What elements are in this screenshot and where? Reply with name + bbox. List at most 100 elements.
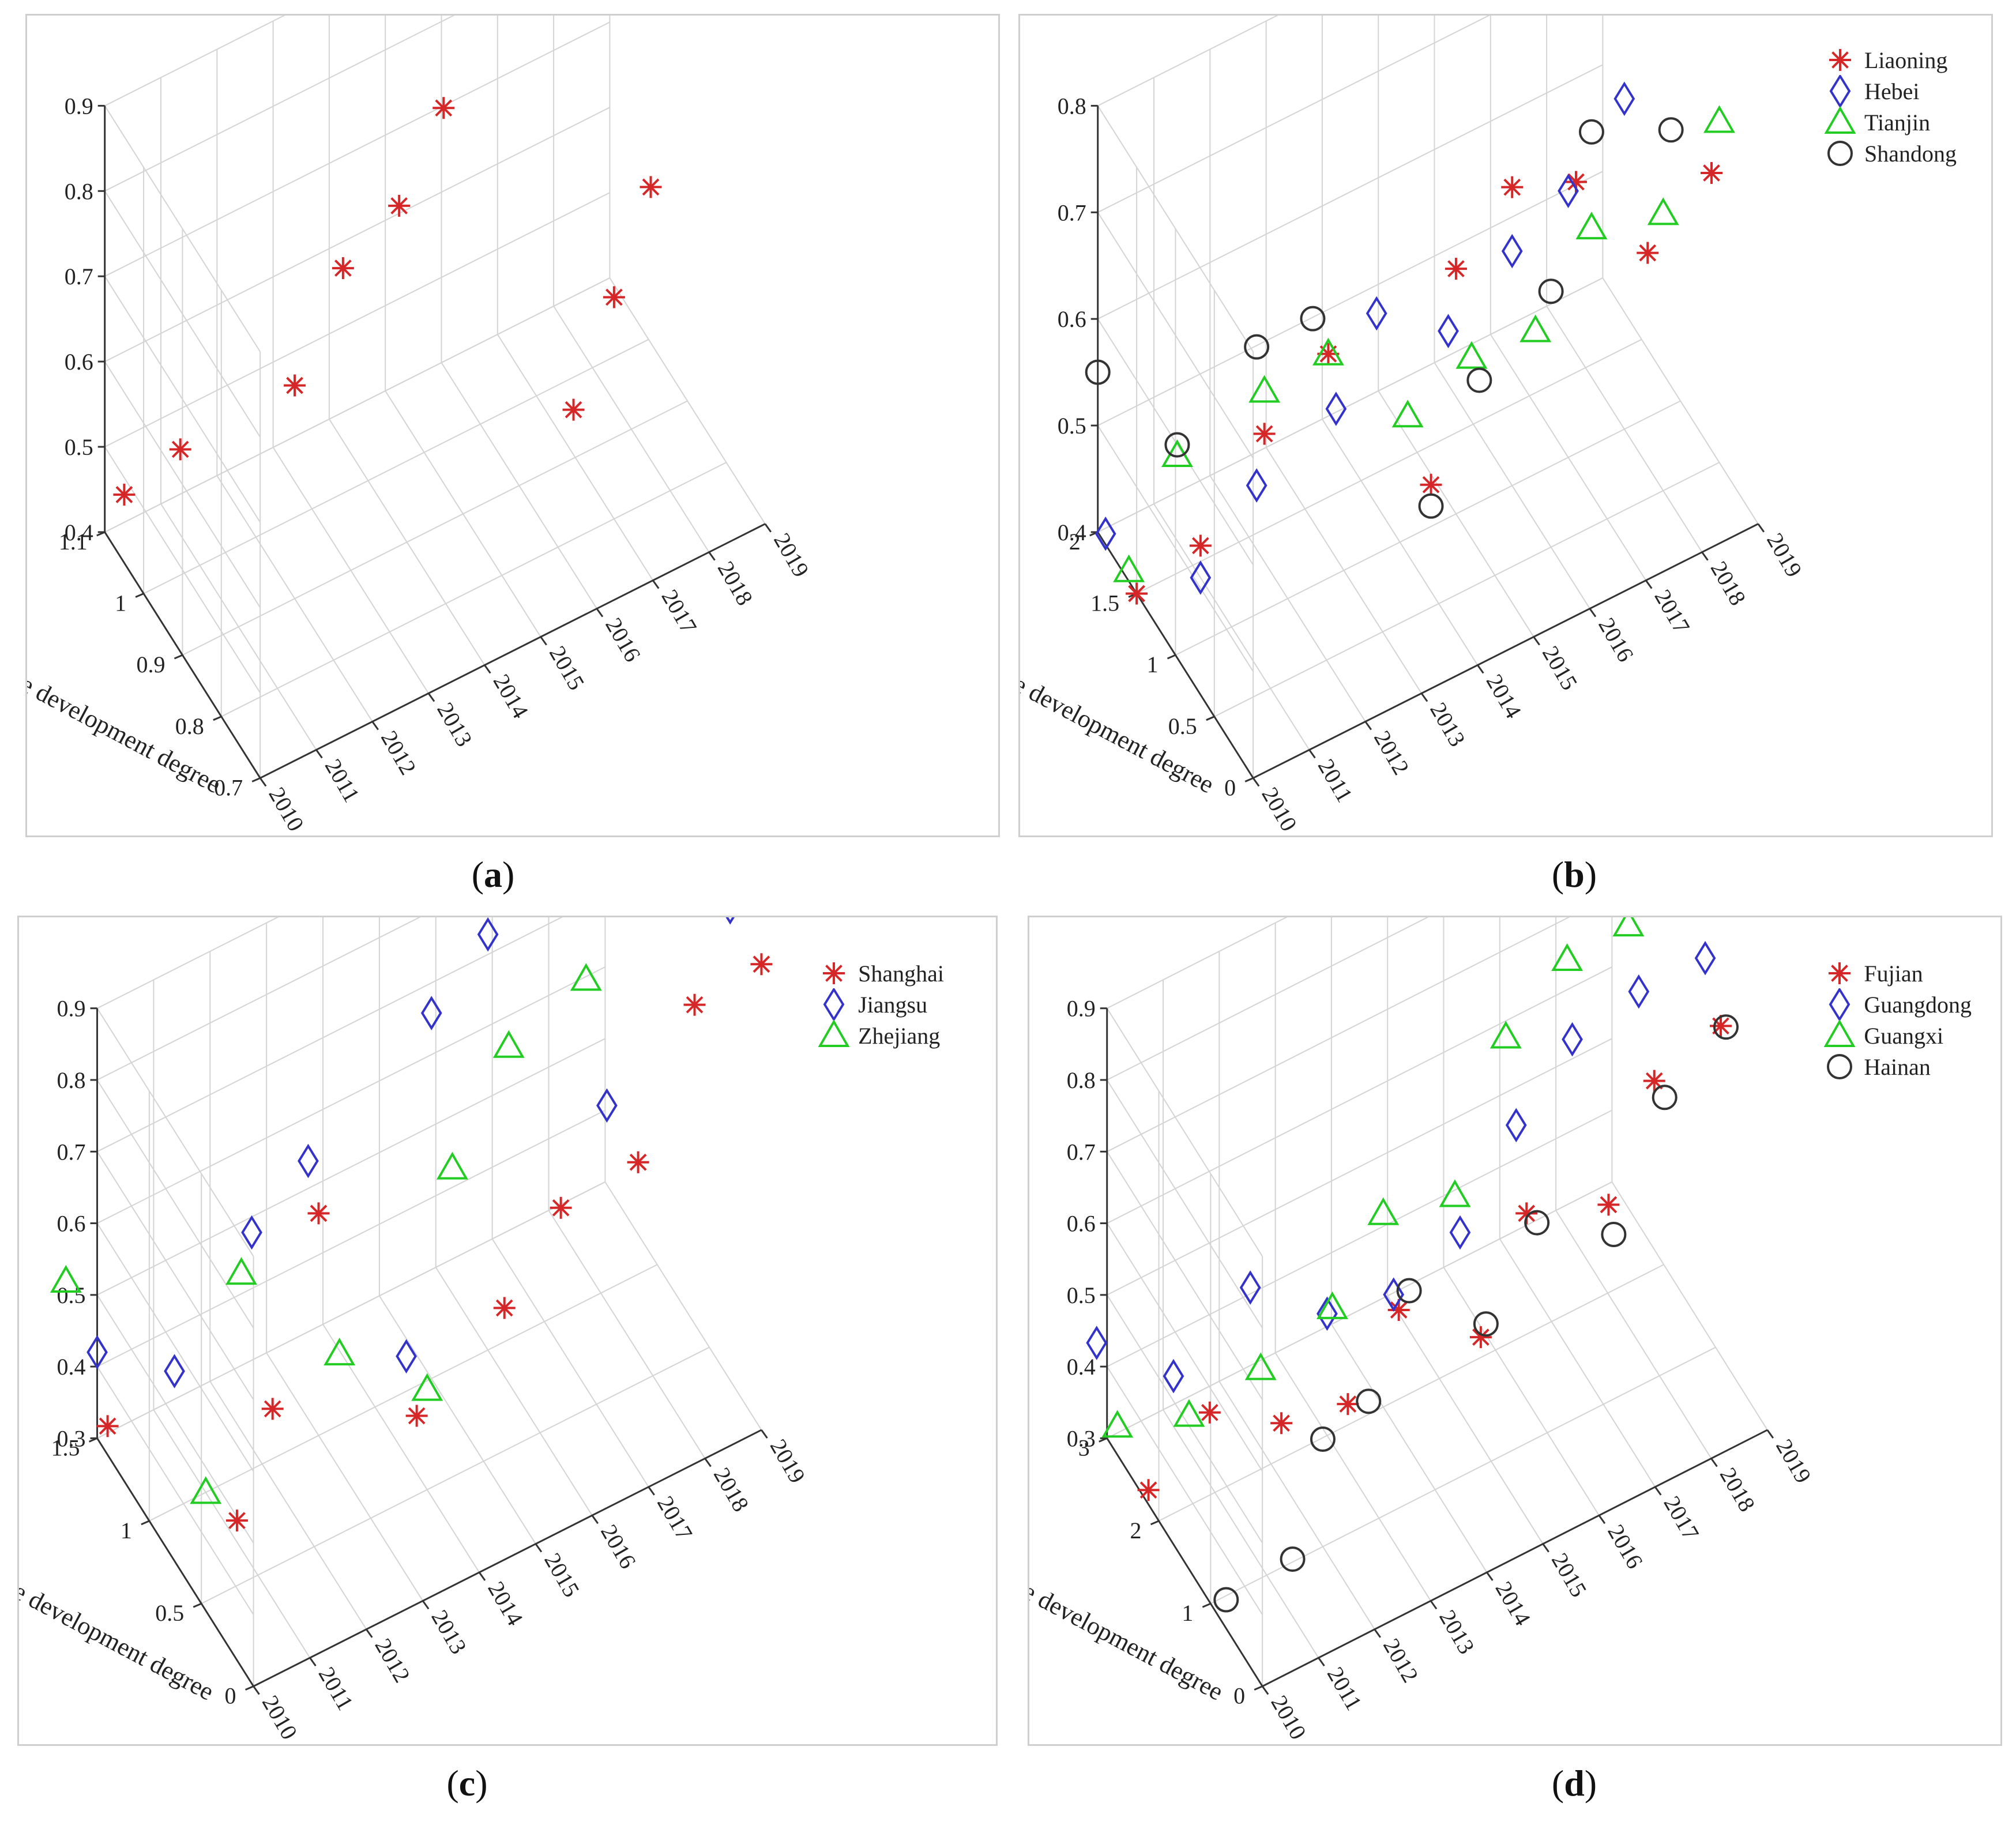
floor-grid-y-1 bbox=[1214, 462, 1720, 717]
x-tick-label: 2018 bbox=[1715, 1463, 1761, 1516]
data-point-zhejiang-7 bbox=[570, 963, 602, 991]
x-tick-label: 2017 bbox=[1658, 1492, 1704, 1545]
data-point-fujian-2 bbox=[1270, 1412, 1293, 1435]
floor-grid-x-8 bbox=[1555, 1210, 1712, 1459]
z-tick-label: 0.7 bbox=[65, 263, 93, 289]
wall-l-grid-z-6 bbox=[96, 1008, 254, 1257]
x-tick-mark bbox=[1757, 523, 1765, 533]
data-point-shanghai-6 bbox=[550, 1196, 572, 1219]
data-point-liaoning-5 bbox=[1445, 258, 1467, 280]
data-point-fujian-0 bbox=[1137, 1479, 1160, 1501]
y-tick-mark bbox=[1150, 1520, 1160, 1526]
wall-l-grid-z-3 bbox=[1106, 1223, 1263, 1472]
data-point-hainan-3 bbox=[1356, 1388, 1382, 1414]
data-point-guangxi-2 bbox=[1244, 1352, 1277, 1380]
x-tick-mark bbox=[1542, 1543, 1549, 1553]
data-point-guangxi-0 bbox=[1101, 1410, 1134, 1438]
legend-label: Tianjin bbox=[1864, 109, 1931, 135]
z-tick-label: 0.4 bbox=[65, 520, 93, 545]
floor-grid-y-2 bbox=[1159, 1264, 1664, 1522]
x-tick-mark bbox=[591, 1515, 599, 1524]
legend-item-guangdong: Guangdong bbox=[1823, 988, 1972, 1021]
wall-l-grid-z-2 bbox=[96, 1294, 254, 1544]
data-point-hebei-8 bbox=[1613, 81, 1635, 116]
x-tick-mark bbox=[1598, 1515, 1606, 1524]
wall-l-grid-z-5 bbox=[1106, 1079, 1263, 1328]
wall-l-grid-z-1 bbox=[96, 1366, 254, 1615]
data-point-shanghai-4 bbox=[405, 1405, 428, 1427]
legend-item-hainan: Hainan bbox=[1823, 1051, 1972, 1082]
data-point-shanghai-5 bbox=[493, 1297, 516, 1319]
plot-area-d: 2010201120122013201420152016201720182019… bbox=[1029, 917, 1816, 1744]
wall-r-grid-z-0 bbox=[97, 1181, 605, 1439]
data-point-liaoning-4 bbox=[1420, 473, 1442, 496]
legend-label: Shandong bbox=[1864, 140, 1957, 167]
data-point-tianjin-7 bbox=[1575, 212, 1608, 240]
y-tick-label: 0 bbox=[1224, 774, 1236, 800]
y-tick-label: 1.1 bbox=[59, 529, 88, 555]
plot-area-a: 2010201120122013201420152016201720182019… bbox=[27, 16, 814, 835]
legend-marker bbox=[1829, 988, 1850, 1021]
data-point-series-1 bbox=[169, 438, 191, 461]
wall-r-grid-z-3 bbox=[97, 966, 605, 1224]
wall-r-grid-z-5 bbox=[97, 917, 421, 1081]
caption-letter-a: a bbox=[484, 854, 502, 895]
legend-item-liaoning: Liaoning bbox=[1824, 44, 1957, 76]
x-tick-label: 2014 bbox=[1491, 1577, 1536, 1630]
y-axis-line bbox=[104, 532, 261, 779]
data-point-zhejiang-2 bbox=[225, 1257, 257, 1285]
x-tick-mark bbox=[596, 608, 604, 618]
x-tick-mark bbox=[1308, 749, 1316, 759]
diamond-marker-icon bbox=[1829, 988, 1850, 1021]
wall-r-grid-z-5 bbox=[1107, 917, 1429, 1081]
z-tick-label: 0.9 bbox=[65, 93, 93, 119]
data-point-hainan-4 bbox=[1396, 1278, 1422, 1304]
star-marker-icon bbox=[1829, 49, 1851, 71]
x-tick-mark bbox=[652, 579, 660, 589]
data-point-hebei-4 bbox=[1366, 296, 1387, 331]
wall-r-grid-z-3 bbox=[1107, 966, 1612, 1224]
data-point-hainan-2 bbox=[1310, 1426, 1336, 1452]
legend-item-zhejiang: Zhejiang bbox=[818, 1019, 944, 1051]
data-point-hebei-1 bbox=[1190, 560, 1212, 595]
data-point-fujian-1 bbox=[1198, 1401, 1221, 1424]
data-point-guangxi-8 bbox=[1612, 917, 1645, 937]
y-tick-label: 0.8 bbox=[175, 713, 204, 739]
x-tick-label: 2018 bbox=[713, 557, 758, 610]
data-point-guangxi-6 bbox=[1490, 1021, 1522, 1049]
data-point-fujian-8 bbox=[1643, 1070, 1665, 1092]
data-point-zhejiang-0 bbox=[50, 1264, 82, 1293]
x-tick-mark bbox=[1364, 721, 1372, 731]
wall-l-grid-z-2 bbox=[104, 361, 261, 608]
x-axis-line bbox=[1253, 523, 1759, 779]
x-tick-mark bbox=[366, 1628, 373, 1638]
data-point-jiangsu-4 bbox=[396, 1339, 417, 1374]
x-tick-label: 2011 bbox=[1322, 1662, 1367, 1714]
x-tick-mark bbox=[253, 1685, 260, 1695]
legend-item-shandong: Shandong bbox=[1824, 138, 1957, 169]
floor-grid-x-6 bbox=[435, 1267, 593, 1516]
data-point-shandong-8 bbox=[1658, 117, 1684, 143]
data-point-shanghai-1 bbox=[225, 1509, 248, 1532]
data-point-fujian-9 bbox=[1710, 1015, 1732, 1037]
wall-r-grid-z-6 bbox=[97, 917, 279, 1009]
caption-letter-c: c bbox=[458, 1763, 476, 1804]
floor-grid-x-2 bbox=[209, 1381, 367, 1630]
data-point-jiangsu-1 bbox=[164, 1354, 185, 1388]
legend-marker bbox=[1827, 1054, 1853, 1079]
data-point-hebei-6 bbox=[1501, 234, 1523, 269]
x-tick-label: 2011 bbox=[314, 1662, 359, 1714]
wall-r-grid-z-5 bbox=[104, 16, 285, 107]
data-point-tianjin-0 bbox=[1113, 554, 1145, 582]
data-point-fujian-5 bbox=[1469, 1326, 1492, 1349]
data-point-guangxi-5 bbox=[1439, 1179, 1471, 1207]
wall-r-grid-z-4 bbox=[1107, 917, 1570, 1153]
data-point-series-0 bbox=[113, 483, 136, 506]
data-point-liaoning-9 bbox=[1701, 162, 1723, 185]
x-tick-mark bbox=[259, 777, 267, 787]
wall-l-grid-z-3 bbox=[104, 276, 261, 523]
y-axis-line bbox=[1097, 532, 1254, 779]
caption-a: (a) bbox=[471, 854, 515, 895]
x-tick-label: 2014 bbox=[488, 670, 534, 723]
data-point-shandong-3 bbox=[1300, 306, 1326, 332]
